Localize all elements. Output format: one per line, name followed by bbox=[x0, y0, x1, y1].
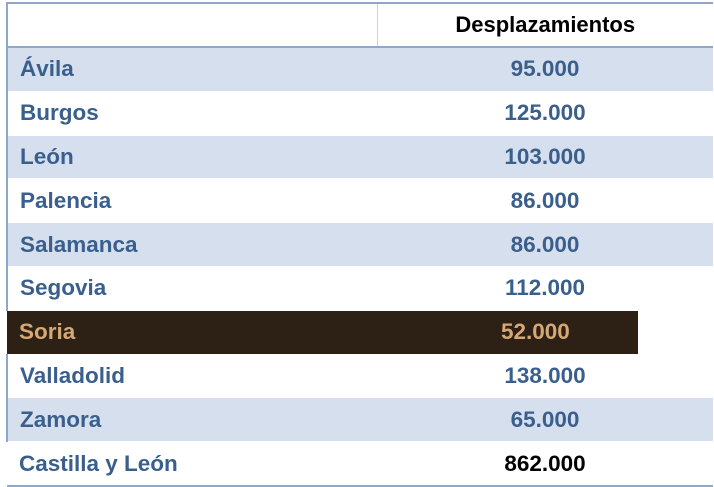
table-header-row: Desplazamientos bbox=[6, 2, 713, 48]
table-row-highlighted: Soria 52.000 bbox=[7, 310, 713, 355]
table-row-total: Castilla y León 862.000 bbox=[7, 441, 713, 487]
region-total-name: Castilla y León bbox=[7, 441, 377, 487]
province-name: León bbox=[6, 135, 377, 180]
province-name: Valladolid bbox=[6, 354, 377, 399]
province-name: Salamanca bbox=[6, 222, 377, 267]
table-row: Zamora 65.000 bbox=[6, 397, 713, 443]
table-row: Valladolid 138.000 bbox=[6, 354, 713, 399]
province-name: Ávila bbox=[6, 47, 377, 92]
table-row: Ávila 95.000 bbox=[6, 47, 713, 92]
displacement-value: 112.000 bbox=[377, 266, 713, 311]
table-row: Burgos 125.000 bbox=[6, 91, 713, 136]
table-row: León 103.000 bbox=[6, 135, 713, 180]
province-name: Zamora bbox=[6, 397, 377, 443]
displacement-value: 95.000 bbox=[377, 47, 713, 92]
displacement-value: 52.000 bbox=[377, 310, 713, 355]
displacement-value: 103.000 bbox=[377, 135, 713, 180]
table-row: Palencia 86.000 bbox=[6, 178, 713, 224]
displacement-value: 138.000 bbox=[377, 354, 713, 399]
province-name: Soria bbox=[7, 310, 377, 355]
displacements-table: Desplazamientos Ávila 95.000 Burgos 125.… bbox=[6, 2, 713, 487]
displacement-value: 86.000 bbox=[377, 178, 713, 224]
displacement-value: 65.000 bbox=[377, 397, 713, 443]
displacement-value: 86.000 bbox=[377, 222, 713, 267]
header-cell-province bbox=[6, 2, 378, 48]
province-name: Segovia bbox=[6, 266, 377, 311]
displacement-value: 125.000 bbox=[377, 91, 713, 136]
province-name: Palencia bbox=[6, 178, 377, 224]
province-name: Burgos bbox=[6, 91, 377, 136]
data-table-container: Desplazamientos Ávila 95.000 Burgos 125.… bbox=[6, 2, 713, 487]
table-row: Segovia 112.000 bbox=[6, 266, 713, 311]
region-total-value: 862.000 bbox=[377, 441, 713, 487]
table-row: Salamanca 86.000 bbox=[6, 222, 713, 267]
header-cell-displacements: Desplazamientos bbox=[377, 2, 713, 48]
